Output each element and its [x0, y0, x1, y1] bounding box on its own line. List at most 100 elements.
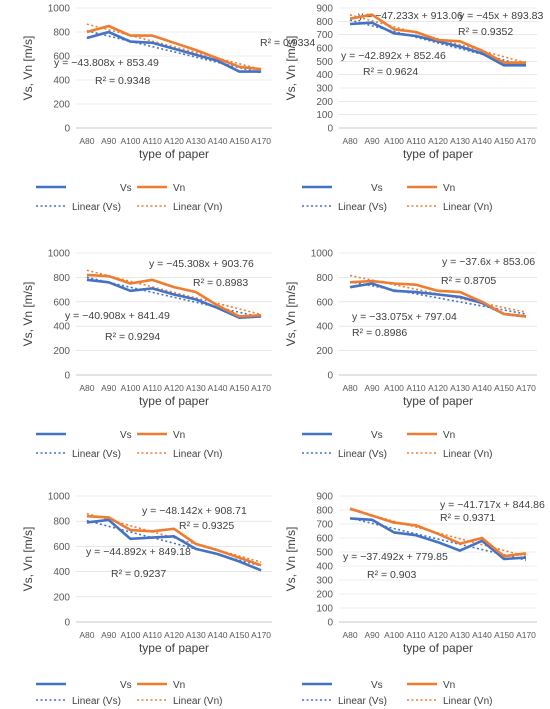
trend-equation-vn: y = −41.717x + 844.86 [440, 499, 545, 511]
y-tick-label: 400 [53, 76, 70, 87]
series-line-vn [86, 514, 262, 567]
legend-label-vn: Vn [173, 183, 185, 194]
x-tick-label: A140 [472, 630, 492, 640]
trendline-vs [349, 19, 527, 67]
x-tick-label: A90 [364, 383, 379, 393]
legend-label-linear-vn: Linear (Vn) [443, 696, 492, 707]
legend-label-vn: Vn [443, 430, 455, 441]
x-tick-label: A80 [79, 383, 94, 393]
x-tick-label: A170 [516, 630, 536, 640]
x-tick-label: A90 [364, 136, 379, 146]
x-tick-label: A170 [251, 383, 271, 393]
trend-r2-vn: R² = 0.9371 [440, 512, 495, 524]
trend-r2-vs: R² = 0.9624 [363, 66, 418, 78]
x-tick-label: A100 [384, 630, 404, 640]
legend-label-linear-vs: Linear (Vs) [72, 202, 121, 213]
legend-label-linear-vs: Linear (Vs) [338, 202, 387, 213]
y-tick-label: 500 [316, 57, 333, 68]
trendline-vs [86, 276, 262, 319]
y-tick-label: 800 [53, 517, 70, 528]
legend: Vs Vn Linear (Vs) Linear (Vn) [302, 183, 492, 213]
legend: Vs Vn Linear (Vs) Linear (Vn) [36, 430, 222, 460]
x-axis-label: type of paper [139, 394, 209, 408]
legend-label-vs: Vs [120, 183, 132, 194]
y-tick-label: 900 [316, 4, 333, 15]
legend-label-linear-vs: Linear (Vs) [338, 696, 387, 707]
x-tick-label: A110 [143, 630, 162, 640]
trendline-vn [86, 23, 262, 71]
y-tick-label: 200 [316, 346, 333, 357]
x-tick-label: A170 [516, 136, 536, 146]
series-line-vn [86, 24, 262, 71]
trend-equation-vs: y = −44.892x + 849.18 [86, 546, 191, 558]
y-tick-label: 0 [64, 371, 70, 382]
y-tick-label: 1000 [311, 249, 334, 260]
legend-label-linear-vn: Linear (Vn) [443, 202, 492, 213]
y-tick-label: 200 [53, 100, 70, 111]
x-tick-label: A80 [79, 630, 94, 640]
x-tick-label: A120 [428, 383, 448, 393]
legend-label-vs: Vs [371, 183, 383, 194]
legend-label-vs: Vs [371, 430, 383, 441]
x-tick-label: A170 [251, 136, 271, 146]
trend-equation-vn: y = −45.308x + 903.76 [149, 258, 254, 270]
y-tick-label: 600 [316, 44, 333, 55]
x-tick-label: A130 [450, 136, 470, 146]
x-tick-label: A130 [450, 630, 470, 640]
y-tick-label: 500 [316, 548, 333, 559]
y-tick-label: 0 [327, 618, 333, 629]
y-tick-label: 800 [53, 28, 70, 39]
x-tick-label: A170 [251, 630, 271, 640]
y-tick-label: 400 [316, 70, 333, 81]
legend-label-vs: Vs [120, 680, 132, 691]
y-tick-label: 400 [53, 567, 70, 578]
x-tick-label: A120 [428, 630, 448, 640]
trend-equation-vs: y = −37.492x + 779.85 [343, 551, 448, 563]
legend-label-vn: Vn [173, 430, 185, 441]
x-tick-label: A120 [428, 136, 448, 146]
x-tick-label: A100 [121, 630, 141, 640]
series-line-vn [349, 507, 527, 558]
series-line-vs [86, 518, 262, 572]
trendline-vs [349, 517, 527, 561]
legend-label-linear-vs: Linear (Vs) [72, 449, 121, 460]
x-axis-label: type of paper [403, 641, 473, 655]
y-tick-label: 600 [53, 542, 70, 553]
legend-label-linear-vn: Linear (Vn) [173, 202, 222, 213]
trendline-vs [86, 30, 262, 74]
x-tick-label: A100 [121, 136, 141, 146]
x-tick-label: A150 [494, 383, 514, 393]
legend: Vs Vn Linear (Vs) Linear (Vn) [36, 680, 222, 707]
trend-r2-vn: R² = 0.9325 [179, 520, 234, 532]
legend-label-linear-vs: Linear (Vs) [338, 449, 387, 460]
x-tick-label: A90 [101, 630, 116, 640]
y-tick-label: 200 [53, 592, 70, 603]
x-tick-label: A170 [516, 383, 536, 393]
legend: Vs Vn Linear (Vs) Linear (Vn) [302, 680, 492, 707]
y-tick-label: 400 [53, 322, 70, 333]
y-tick-label: 1000 [48, 492, 71, 503]
series-line-vn [86, 273, 262, 318]
trendline-vn [86, 512, 262, 563]
trend-equation-vn: y = −48.142x + 908.71 [142, 505, 247, 517]
y-tick-label: 700 [316, 30, 333, 41]
trend-equation-vs: y = −33.075x + 797.04 [352, 311, 457, 323]
x-tick-label: A140 [472, 383, 492, 393]
y-axis-label: Vs, Vn [m/s] [284, 527, 298, 592]
y-tick-label: 1000 [48, 4, 71, 15]
x-tick-label: A80 [342, 383, 357, 393]
series-line-vs [349, 21, 526, 67]
trend-equation-vs: y = −40.908x + 841.49 [65, 310, 170, 322]
x-tick-label: A150 [229, 136, 249, 146]
legend-label-linear-vs: Linear (Vs) [72, 696, 121, 707]
y-tick-label: 700 [316, 520, 333, 531]
series-line-vn [349, 13, 526, 64]
series-line-vs [86, 278, 262, 319]
x-tick-label: A80 [342, 136, 357, 146]
trend-r2-vn: R² = 0.8983 [193, 277, 248, 289]
